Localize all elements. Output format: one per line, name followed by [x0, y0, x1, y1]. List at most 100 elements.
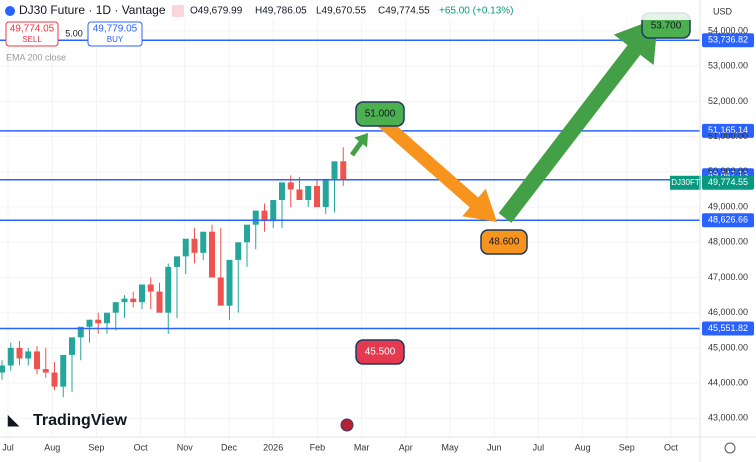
- symbol-icon: [5, 6, 15, 16]
- buy-label[interactable]: BUY: [107, 35, 124, 44]
- y-tick-label: 49,000.00: [708, 201, 748, 211]
- candle-body: [209, 231, 215, 278]
- candle-body: [104, 312, 110, 324]
- event-flag[interactable]: [340, 418, 354, 432]
- symbol[interactable]: DJ30 Future · 1D · Vantage: [19, 3, 166, 17]
- target-box: [355, 339, 405, 365]
- x-tick-label: Nov: [177, 442, 194, 452]
- candle-body: [60, 354, 67, 387]
- buy-button[interactable]: [87, 21, 143, 47]
- grid: [0, 0, 700, 437]
- spread: 5.00: [65, 28, 83, 38]
- candle-body: [95, 319, 102, 324]
- candle-body: [51, 372, 58, 387]
- target-box: [355, 101, 405, 127]
- candle-body: [244, 224, 250, 243]
- close: C49,774.55: [378, 6, 430, 17]
- price-tag-label: 49,847.13: [708, 170, 748, 180]
- candle-body: [261, 210, 268, 222]
- settings-icon[interactable]: [724, 442, 736, 454]
- candle-body: [0, 365, 5, 373]
- levels: 53,736.82 51,165.14 48,626.66 45,551.82 49,8…: [0, 33, 754, 336]
- change: +65.00 (+0.13%): [439, 6, 514, 17]
- candle-body: [16, 347, 23, 359]
- y-tick-label: 53,000.00: [708, 61, 748, 71]
- arrows: [349, 18, 658, 223]
- candle-body: [279, 182, 285, 201]
- candle-body: [287, 182, 294, 190]
- candle-body: [25, 351, 32, 359]
- candles: [0, 147, 347, 398]
- arrow-shaft: [373, 113, 483, 211]
- sell-price[interactable]: 49,774.05: [10, 24, 55, 35]
- candle-body: [322, 178, 329, 208]
- candle-body: [7, 347, 14, 366]
- candle-body: [217, 277, 224, 306]
- y-tick-label: 44,000.00: [708, 377, 748, 387]
- target-label: 53.700: [651, 21, 682, 32]
- candle-body: [182, 238, 189, 257]
- x-tick-label: May: [441, 442, 459, 452]
- y-tick-label: 51,000.00: [708, 131, 748, 141]
- candle-body: [314, 185, 320, 208]
- arrow-shaft: [498, 41, 644, 223]
- y-tick-label: 46,000.00: [708, 307, 748, 317]
- sell-button[interactable]: [5, 21, 59, 47]
- sell-label[interactable]: SELL: [22, 35, 42, 44]
- candle-body: [86, 319, 93, 327]
- x-tick-label: Sep: [619, 442, 635, 452]
- indicator[interactable]: EMA 200 close: [6, 52, 66, 62]
- open: O49,679.99: [190, 6, 243, 17]
- candle-body: [156, 291, 163, 313]
- candle-body: [69, 337, 75, 355]
- target-label: 48.600: [489, 237, 520, 248]
- price-tag: [702, 321, 754, 336]
- low: L49,670.55: [316, 6, 366, 17]
- x-tick-label: Oct: [664, 442, 679, 452]
- x-tick-label: Jul: [533, 442, 545, 452]
- price-tag: [702, 123, 754, 138]
- candle-body: [42, 369, 49, 373]
- y-tick-label: 54,000.00: [708, 25, 748, 35]
- targets: 53.700 51.000 48.600 45.500: [355, 12, 691, 365]
- x-tick-label: 2026: [263, 442, 283, 452]
- arrow-shaft: [349, 139, 365, 157]
- candle-body: [130, 298, 137, 303]
- arrow-head: [462, 188, 497, 222]
- currency: USD: [713, 6, 733, 16]
- candle-body: [139, 284, 145, 303]
- target-label: 51.000: [365, 109, 396, 120]
- x-tick-label: Apr: [399, 442, 413, 452]
- x-tick-label: Mar: [354, 442, 370, 452]
- symbol-tag-label: DJ30FT: [671, 178, 700, 187]
- logo-mark: ◣: [7, 412, 20, 428]
- buy-price[interactable]: 49,779.05: [93, 24, 138, 35]
- price-tag: [702, 175, 754, 190]
- candle-body: [165, 266, 172, 313]
- candle-body: [340, 161, 347, 180]
- y-tick-label: 52,000.00: [708, 96, 748, 106]
- y-tick-label: 43,000.00: [708, 413, 748, 423]
- target-label: 45.500: [365, 347, 396, 358]
- y-tick-label: 48,000.00: [708, 237, 748, 247]
- price-axis: 43,000.00 44,000.00 45,000.00 46,000.00 47,0…: [708, 25, 748, 422]
- x-tick-label: Sep: [88, 442, 104, 452]
- x-tick-label: Aug: [575, 442, 591, 452]
- candle-body: [305, 185, 312, 201]
- price-tag: [702, 213, 754, 228]
- candle-body: [235, 242, 242, 260]
- x-tick-label: Jul: [2, 442, 14, 452]
- candle-body: [270, 200, 277, 222]
- candle-body: [112, 302, 119, 313]
- candle-body: [147, 284, 154, 292]
- candle-body: [296, 189, 303, 201]
- logo: TradingView: [33, 412, 128, 429]
- candle-body: [331, 161, 338, 179]
- x-tick-label: Jun: [487, 442, 502, 452]
- price-tag-label: 49,774.55: [708, 177, 748, 187]
- candle-body: [174, 256, 180, 267]
- y-tick-label: 50,000.00: [708, 166, 748, 176]
- high: H49,786.05: [255, 6, 307, 17]
- candle-body: [252, 210, 259, 225]
- target-box: [480, 229, 528, 255]
